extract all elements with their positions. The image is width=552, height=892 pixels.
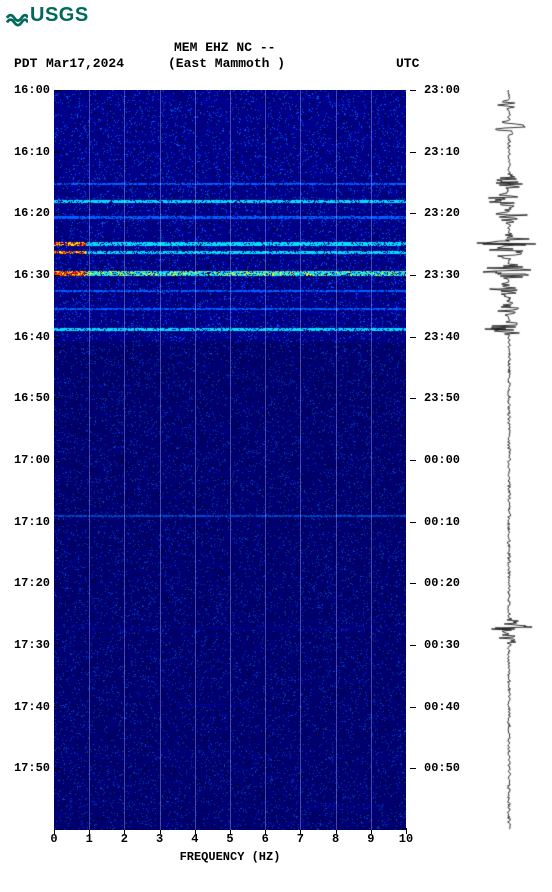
left-time-tick: 16:00 [14, 83, 50, 97]
right-time-axis: 23:0023:1023:2023:3023:4023:5000:0000:10… [410, 90, 470, 830]
freq-tick: 4 [191, 832, 198, 846]
left-time-tick: 16:20 [14, 206, 50, 220]
freq-tick: 1 [86, 832, 93, 846]
right-time-tick: 00:00 [424, 453, 460, 467]
left-time-axis: 16:0016:1016:2016:3016:4016:5017:0017:10… [8, 90, 54, 830]
freq-tick: 2 [121, 832, 128, 846]
left-time-tick: 17:00 [14, 453, 50, 467]
right-time-tick: 00:10 [424, 515, 460, 529]
date-label: Mar17,2024 [46, 56, 124, 71]
freq-tick: 0 [50, 832, 57, 846]
frequency-axis-label: FREQUENCY (HZ) [54, 850, 406, 864]
right-time-tick: 23:30 [424, 268, 460, 282]
right-time-tick: 23:10 [424, 145, 460, 159]
left-time-tick: 17:10 [14, 515, 50, 529]
freq-tick: 9 [367, 832, 374, 846]
freq-tick: 6 [262, 832, 269, 846]
left-time-tick: 16:10 [14, 145, 50, 159]
freq-tick: 7 [297, 832, 304, 846]
seismogram-canvas [470, 90, 548, 830]
freq-tick: 8 [332, 832, 339, 846]
right-time-tick: 23:50 [424, 391, 460, 405]
frequency-axis: 012345678910 [54, 832, 406, 852]
seismogram [470, 90, 548, 830]
left-time-tick: 16:40 [14, 330, 50, 344]
tz-right: UTC [396, 56, 419, 71]
logo-text: USGS [30, 4, 89, 27]
station-code: MEM EHZ NC -- [174, 40, 275, 55]
tz-left: PDT [14, 56, 37, 71]
left-time-tick: 16:30 [14, 268, 50, 282]
left-time-tick: 16:50 [14, 391, 50, 405]
spectrogram [54, 90, 406, 830]
left-time-tick: 17:50 [14, 761, 50, 775]
right-time-tick: 23:00 [424, 83, 460, 97]
left-time-tick: 17:30 [14, 638, 50, 652]
left-time-tick: 17:40 [14, 700, 50, 714]
wave-icon [6, 5, 28, 27]
right-time-tick: 00:40 [424, 700, 460, 714]
station-name: (East Mammoth ) [168, 56, 285, 71]
right-time-tick: 23:40 [424, 330, 460, 344]
freq-tick: 5 [226, 832, 233, 846]
right-time-tick: 23:20 [424, 206, 460, 220]
right-time-tick: 00:50 [424, 761, 460, 775]
left-time-tick: 17:20 [14, 576, 50, 590]
right-time-tick: 00:20 [424, 576, 460, 590]
freq-tick: 10 [399, 832, 413, 846]
freq-tick: 3 [156, 832, 163, 846]
usgs-logo: USGS [6, 4, 89, 27]
right-time-tick: 00:30 [424, 638, 460, 652]
